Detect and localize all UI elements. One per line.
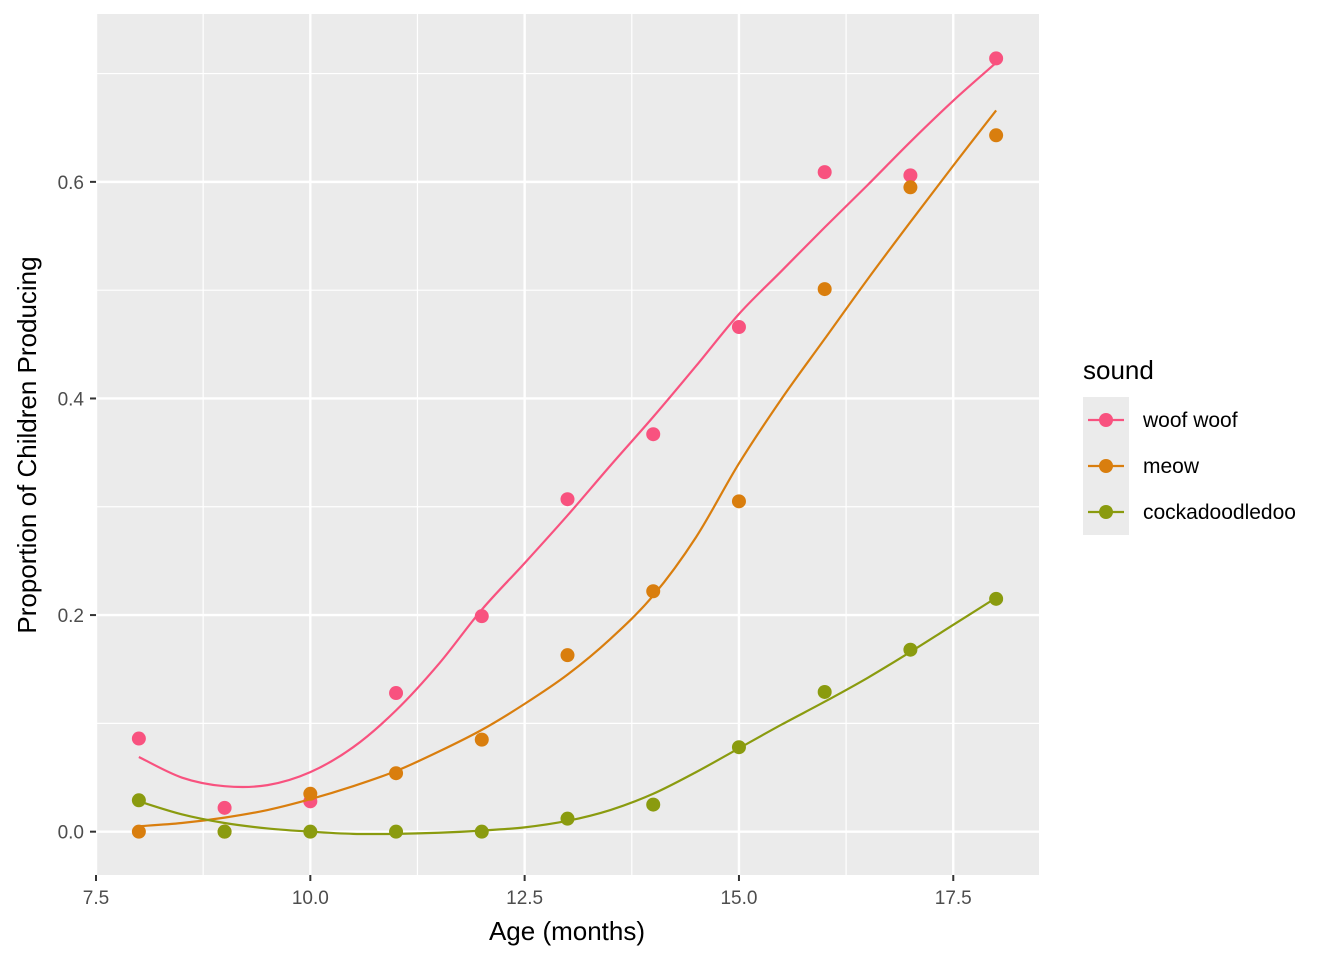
legend-label: woof woof	[1142, 409, 1238, 432]
data-point-cockadoodledoo	[303, 824, 318, 839]
data-point-cockadoodledoo	[131, 793, 146, 808]
y-tick-label: 0.6	[58, 173, 84, 194]
legend-point	[1099, 459, 1113, 473]
grid-minor	[96, 14, 1039, 875]
legend-item-woof-woof: woof woof	[1088, 409, 1238, 432]
x-tick-label: 17.5	[935, 888, 972, 909]
data-point-woof-woof	[989, 51, 1004, 66]
data-point-meow	[131, 824, 146, 839]
data-point-meow	[560, 648, 575, 663]
legend-items: woof woof meow cockadoodledoo	[1083, 397, 1296, 535]
axis-labels: 7.5 10.0 12.5 15.0 17.5 0.0 0.2 0.4 0.6	[58, 173, 972, 909]
data-point-woof-woof	[731, 319, 746, 334]
x-tick-label: 10.0	[292, 888, 329, 909]
data-point-cockadoodledoo	[731, 740, 746, 755]
smooth-line-woof-woof	[138, 61, 997, 789]
data-point-meow	[989, 128, 1004, 143]
y-tick-label: 0.4	[58, 389, 85, 410]
data-point-meow	[389, 766, 404, 781]
panel-background	[96, 14, 1039, 875]
x-tick-label: 7.5	[83, 888, 109, 909]
data-point-woof-woof	[903, 168, 918, 183]
legend-item-cockadoodledoo: cockadoodledoo	[1088, 501, 1296, 524]
data-point-cockadoodledoo	[217, 824, 232, 839]
data-point-cockadoodledoo	[989, 591, 1004, 606]
x-tick-label: 12.5	[506, 888, 543, 909]
data-point-woof-woof	[817, 165, 832, 180]
y-tick-label: 0.0	[58, 823, 84, 844]
grid-major	[94, 14, 1039, 875]
data-point-woof-woof	[217, 800, 232, 815]
data-point-meow	[731, 494, 746, 509]
data-point-woof-woof	[389, 686, 404, 701]
legend-title: sound	[1083, 355, 1154, 385]
axis-ticks	[90, 180, 955, 881]
series-layer	[131, 51, 1004, 839]
legend-label: cockadoodledoo	[1143, 501, 1296, 524]
legend-point	[1099, 413, 1113, 427]
y-tick-label: 0.2	[58, 606, 84, 627]
data-point-meow	[817, 282, 832, 297]
data-point-meow	[474, 732, 489, 747]
series-meow	[131, 109, 1004, 839]
legend-point	[1099, 505, 1113, 519]
smooth-line-meow	[138, 109, 998, 828]
y-axis-title: Proportion of Children Producing	[12, 256, 42, 633]
data-point-cockadoodledoo	[903, 642, 918, 657]
legend: sound woof woof meow cockadoodledoo	[1083, 355, 1296, 535]
data-point-woof-woof	[646, 427, 661, 442]
data-point-meow	[903, 180, 918, 195]
data-point-cockadoodledoo	[817, 684, 832, 699]
data-point-cockadoodledoo	[389, 824, 404, 839]
data-point-meow	[303, 786, 318, 801]
data-point-woof-woof	[560, 492, 575, 507]
data-point-woof-woof	[131, 731, 146, 746]
x-tick-label: 15.0	[720, 888, 757, 909]
legend-label: meow	[1143, 455, 1200, 478]
data-point-meow	[646, 584, 661, 599]
data-point-cockadoodledoo	[560, 811, 575, 826]
series-cockadoodledoo	[131, 591, 1004, 839]
data-point-woof-woof	[474, 609, 489, 624]
data-point-cockadoodledoo	[646, 797, 661, 812]
legend-item-meow: meow	[1088, 455, 1200, 478]
x-axis-title: Age (months)	[489, 916, 645, 946]
data-point-cockadoodledoo	[474, 824, 489, 839]
